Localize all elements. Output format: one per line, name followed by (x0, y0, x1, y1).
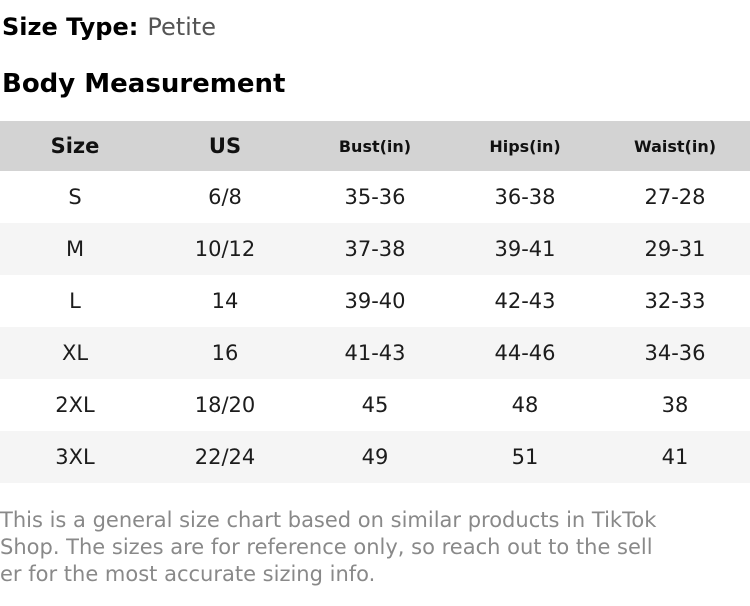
size-type-row: Size Type: Petite (0, 13, 750, 42)
table-cell: 32-33 (644, 289, 706, 313)
table-cell: 41 (661, 445, 689, 469)
section-title: Body Measurement (2, 69, 286, 99)
table-cell: XL (61, 341, 89, 365)
table-cell: L (69, 289, 81, 313)
table-cell: 16 (211, 341, 239, 365)
table-row-2xl: 2XL 18/20 45 48 38 (0, 379, 750, 431)
disclaimer-line: Shop. The sizes are for reference only, … (0, 535, 653, 559)
table-cell: 18/20 (194, 393, 256, 417)
size-type-label: Size Type: (2, 13, 139, 41)
table-cell: 36-38 (494, 185, 556, 209)
table-cell: 51 (511, 445, 539, 469)
size-table: Size US Bust(in) Hips(in) Waist(in) S 6/… (0, 121, 750, 483)
size-table-head: Size US Bust(in) Hips(in) Waist(in) (0, 121, 750, 171)
table-cell: 37-38 (344, 237, 406, 261)
table-cell: 45 (361, 393, 389, 417)
disclaimer-line: er for the most accurate sizing info. (0, 562, 376, 586)
table-cell: 48 (511, 393, 539, 417)
header-row: Size US Bust(in) Hips(in) Waist(in) (0, 121, 750, 171)
table-cell: 38 (661, 393, 689, 417)
table-row-s: S 6/8 35-36 36-38 27-28 (0, 171, 750, 223)
table-cell: 3XL (55, 445, 95, 469)
table-cell: 49 (361, 445, 389, 469)
table-cell: M (65, 237, 85, 261)
table-cell: 42-43 (494, 289, 556, 313)
table-cell: 27-28 (644, 185, 706, 209)
table-cell: 39-40 (344, 289, 406, 313)
table-row-l: L 14 39-40 42-43 32-33 (0, 275, 750, 327)
table-cell: 34-36 (644, 341, 706, 365)
table-cell: 14 (211, 289, 239, 313)
table-row-xl: XL 16 41-43 44-46 34-36 (0, 327, 750, 379)
table-row-3xl: 3XL 22/24 49 51 41 (0, 431, 750, 483)
table-cell: 10/12 (194, 237, 256, 261)
header-cell-waist: Waist(in) (633, 136, 717, 156)
table-cell: 22/24 (194, 445, 256, 469)
table-cell: 29-31 (644, 237, 706, 261)
table-cell: 41-43 (344, 341, 406, 365)
table-cell: 39-41 (494, 237, 556, 261)
size-type-value: Petite (147, 13, 216, 41)
table-row-m: M 10/12 37-38 39-41 29-31 (0, 223, 750, 275)
table-cell: 6/8 (208, 185, 242, 209)
table-cell: 44-46 (494, 341, 556, 365)
header-cell-bust: Bust(in) (338, 136, 412, 156)
header-cell-us: US (208, 134, 242, 158)
disclaimer-line: This is a general size chart based on si… (0, 508, 657, 532)
table-cell: S (68, 185, 82, 209)
table-cell: 35-36 (344, 185, 406, 209)
header-cell-hips: Hips(in) (489, 136, 561, 156)
table-cell: 2XL (55, 393, 95, 417)
size-table-body: S 6/8 35-36 36-38 27-28 M 10/12 37-38 39… (0, 171, 750, 483)
disclaimer-text: This is a general size chart based on si… (0, 507, 750, 588)
header-cell-size: Size (50, 134, 100, 158)
